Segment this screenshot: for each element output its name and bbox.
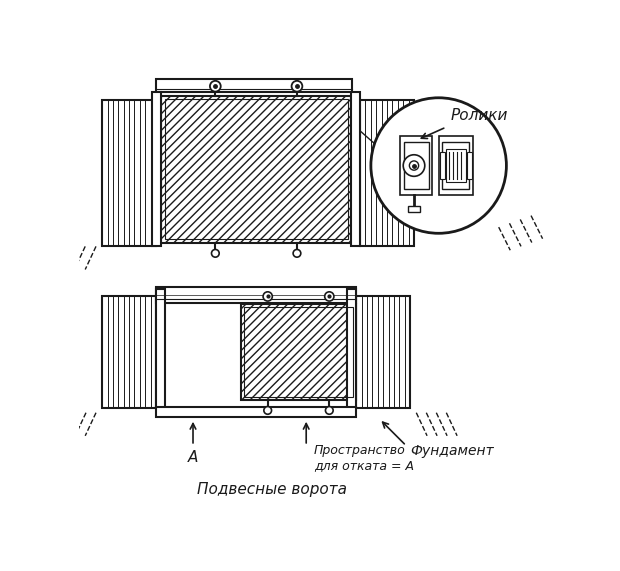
Circle shape (210, 81, 221, 91)
Text: Ролики: Ролики (450, 108, 508, 123)
Bar (400, 136, 433, 195)
Bar (408, 206, 420, 212)
Bar (438, 136, 473, 195)
Circle shape (403, 155, 425, 176)
Bar (156, 287, 356, 303)
Bar (356, 296, 410, 408)
Text: А: А (188, 450, 198, 465)
Text: Пространство
для отката = А: Пространство для отката = А (314, 444, 414, 472)
Bar (360, 100, 414, 247)
Circle shape (263, 292, 272, 301)
Bar (443, 142, 469, 188)
Bar (156, 79, 352, 93)
Bar (467, 152, 472, 179)
Bar (156, 407, 356, 417)
Bar (161, 96, 351, 243)
Bar (347, 289, 356, 408)
Bar (102, 296, 156, 408)
Bar (152, 93, 161, 247)
Circle shape (325, 292, 334, 301)
Circle shape (371, 98, 507, 234)
Bar (102, 100, 156, 247)
Circle shape (291, 81, 303, 91)
Bar (164, 99, 348, 239)
Bar (446, 148, 466, 183)
Circle shape (409, 161, 419, 170)
Text: Подвесные ворота: Подвесные ворота (197, 482, 347, 497)
Bar (440, 152, 445, 179)
Bar (241, 304, 356, 400)
Circle shape (264, 407, 272, 414)
Circle shape (211, 250, 219, 257)
Text: Фундамент: Фундамент (410, 444, 494, 459)
Bar (404, 142, 428, 188)
Circle shape (326, 407, 333, 414)
Bar (244, 307, 353, 397)
Circle shape (293, 250, 301, 257)
Bar (156, 289, 166, 408)
Bar (351, 93, 360, 247)
